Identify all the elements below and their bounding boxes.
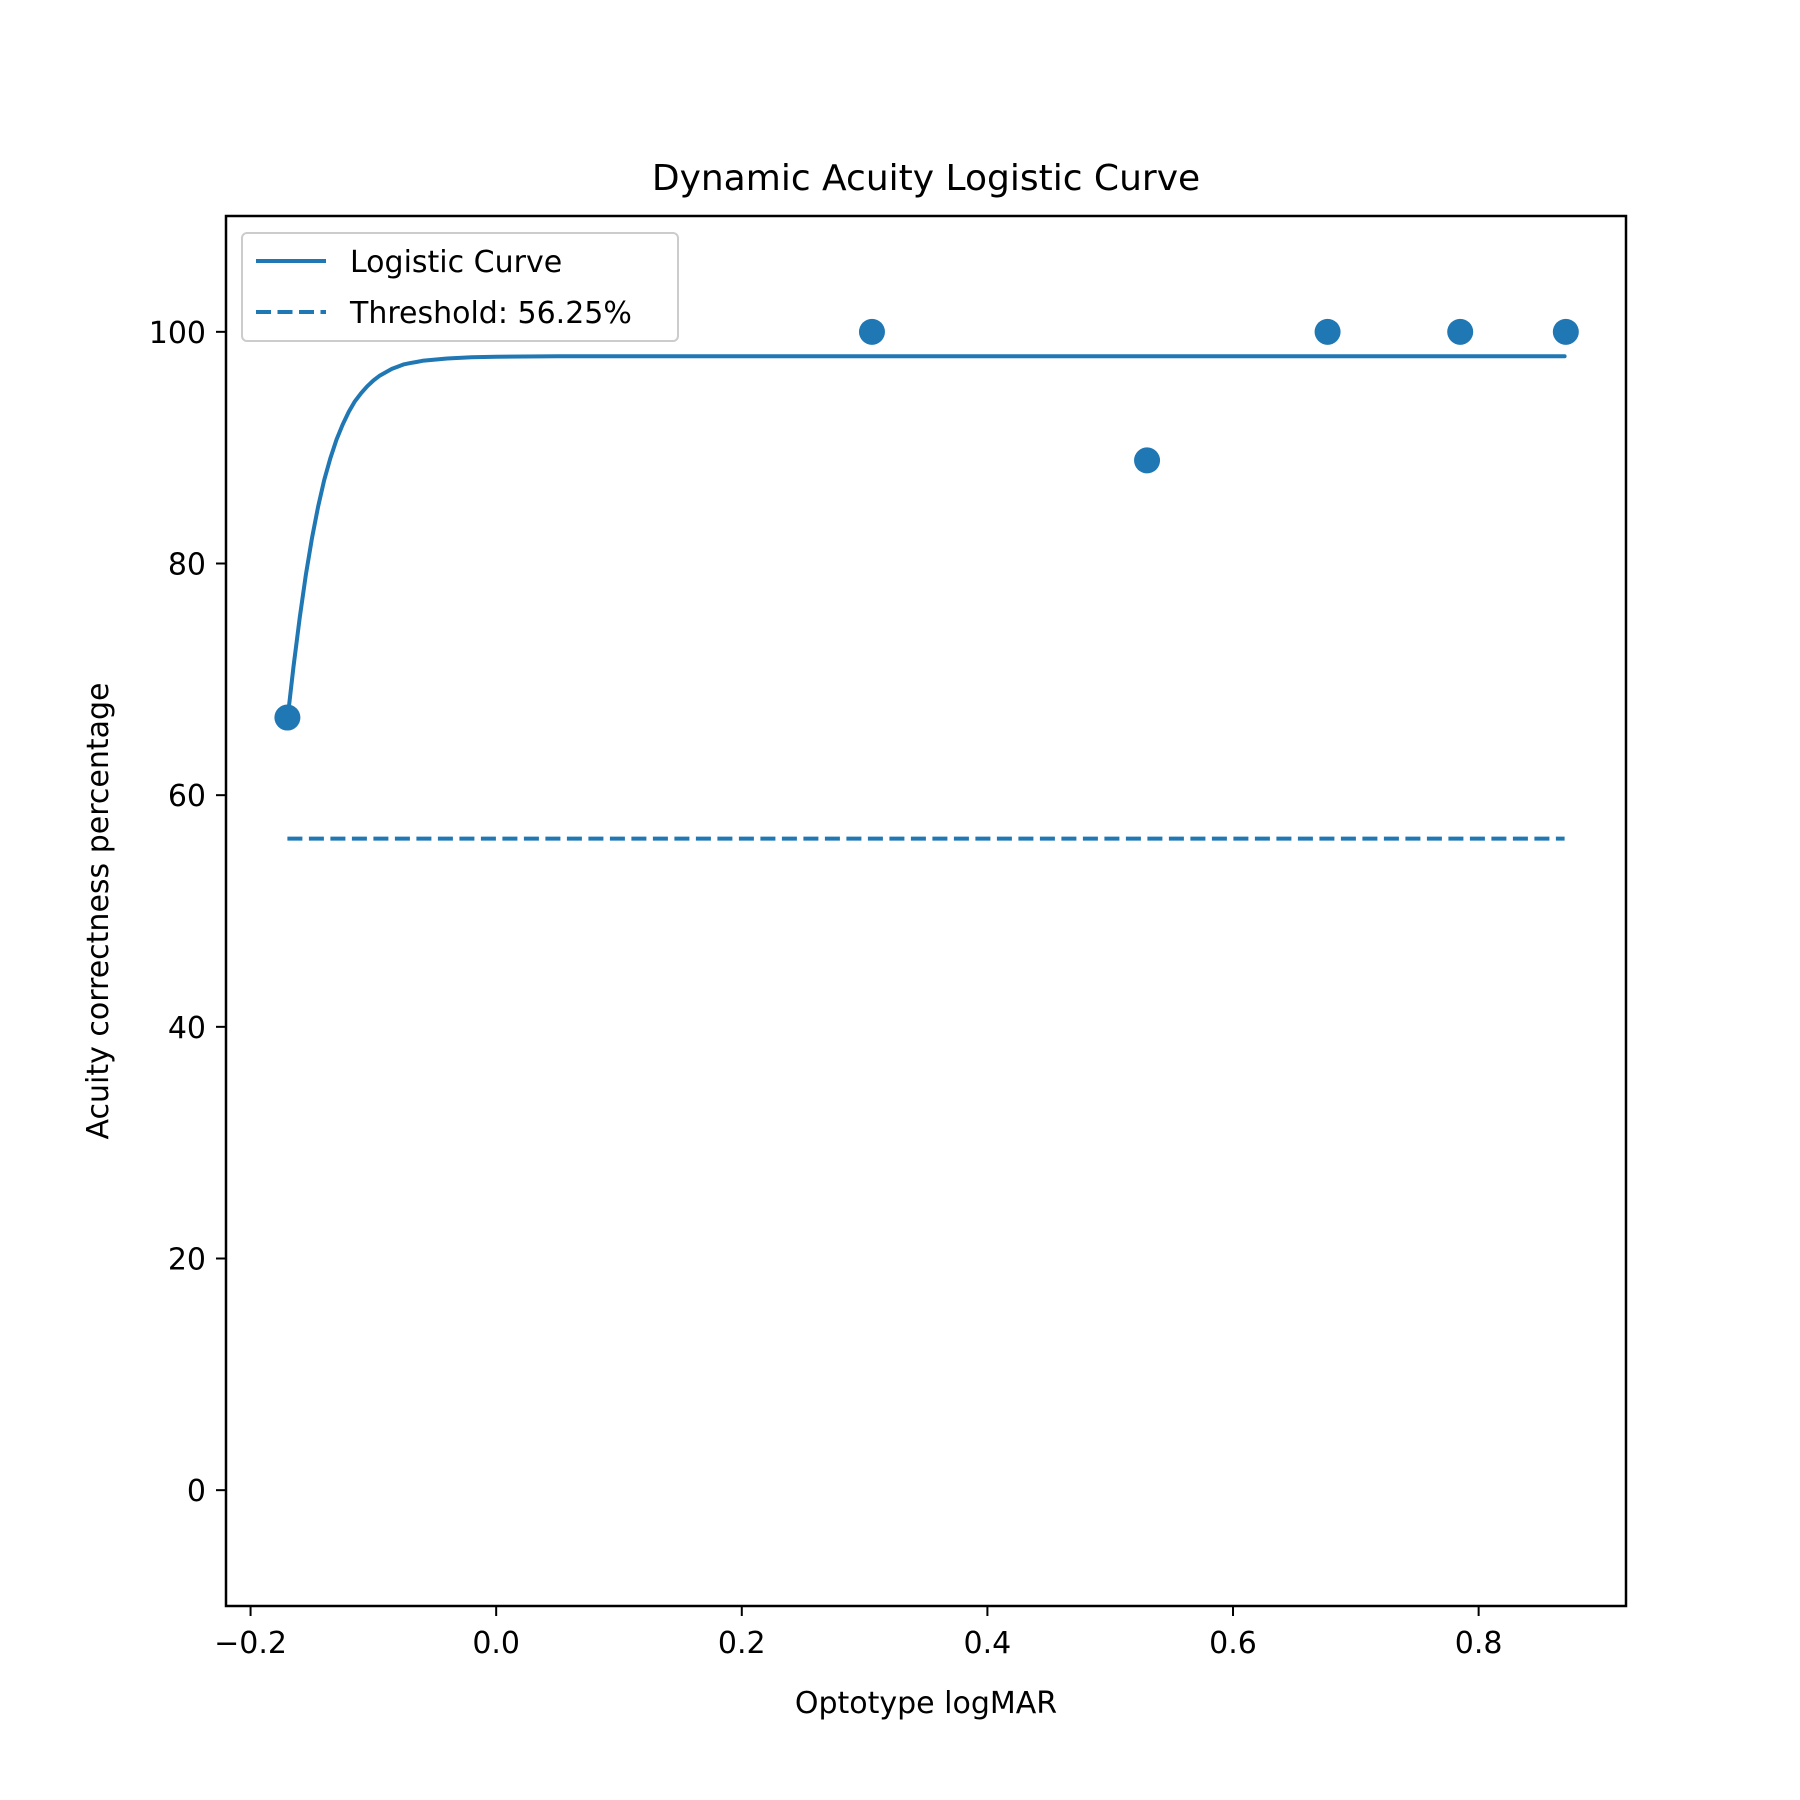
data-point	[274, 704, 301, 731]
axes-frame	[224, 214, 1628, 1608]
x-axis-ticks: −0.2 0.0 0.2 0.4 0.6 0.8	[214, 1606, 1502, 1661]
y-axis-ticks: 0 20 40 60 80 100	[149, 316, 226, 1509]
data-point	[1134, 447, 1161, 474]
y-tick-label: 20	[168, 1243, 206, 1278]
legend-box	[241, 232, 679, 342]
legend-label-threshold: Threshold: 56.25%	[349, 296, 632, 331]
y-tick-label: 100	[149, 316, 206, 351]
y-tick-label: 0	[187, 1474, 206, 1509]
x-tick-label: 0.8	[1455, 1626, 1503, 1661]
chart-title: Dynamic Acuity Logistic Curve	[652, 158, 1200, 199]
x-tick-label: 0.4	[964, 1626, 1012, 1661]
x-tick-label: 0.2	[718, 1626, 766, 1661]
data-point	[858, 318, 885, 345]
data-point	[1447, 318, 1474, 345]
data-point	[1314, 318, 1341, 345]
plot-area	[274, 318, 1579, 841]
x-tick-label: −0.2	[214, 1626, 287, 1661]
legend-label-logistic: Logistic Curve	[350, 245, 562, 280]
y-tick-label: 80	[168, 548, 206, 583]
data-point	[1552, 318, 1579, 345]
y-tick-label: 60	[168, 779, 206, 814]
y-tick-label: 40	[168, 1011, 206, 1046]
y-axis-label: Acuity correctness percentage	[81, 683, 116, 1140]
x-tick-label: 0.6	[1209, 1626, 1257, 1661]
legend: Logistic Curve Threshold: 56.25%	[241, 232, 679, 342]
x-axis-label: Optotype logMAR	[795, 1686, 1057, 1721]
logistic-curve-line	[285, 354, 1567, 722]
x-tick-label: 0.0	[472, 1626, 520, 1661]
